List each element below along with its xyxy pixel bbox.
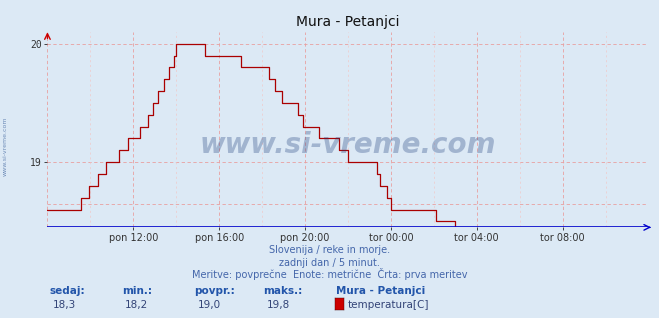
Text: temperatura[C]: temperatura[C] (348, 300, 430, 310)
Title: Mura - Petanjci: Mura - Petanjci (296, 15, 400, 29)
Text: sedaj:: sedaj: (49, 286, 85, 296)
Text: Meritve: povprečne  Enote: metrične  Črta: prva meritev: Meritve: povprečne Enote: metrične Črta:… (192, 268, 467, 280)
Text: Mura - Petanjci: Mura - Petanjci (336, 286, 425, 296)
Text: zadnji dan / 5 minut.: zadnji dan / 5 minut. (279, 258, 380, 267)
Text: www.si-vreme.com: www.si-vreme.com (200, 131, 496, 159)
Text: 19,0: 19,0 (198, 300, 221, 310)
Text: Slovenija / reke in morje.: Slovenija / reke in morje. (269, 245, 390, 255)
Text: min.:: min.: (122, 286, 152, 296)
Text: povpr.:: povpr.: (194, 286, 235, 296)
Text: 18,3: 18,3 (53, 300, 76, 310)
Text: www.si-vreme.com: www.si-vreme.com (3, 116, 8, 176)
Text: 18,2: 18,2 (125, 300, 148, 310)
Text: maks.:: maks.: (264, 286, 303, 296)
Text: 19,8: 19,8 (267, 300, 290, 310)
